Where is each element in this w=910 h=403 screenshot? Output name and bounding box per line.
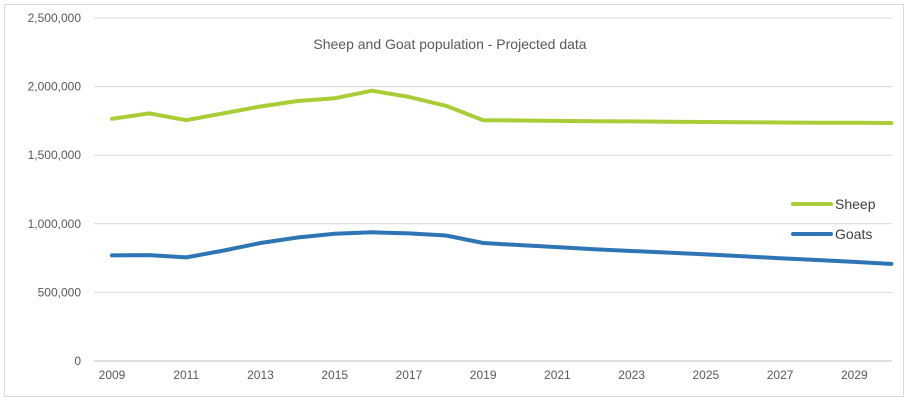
- x-tick-label: 2023: [618, 368, 645, 382]
- chart-title: Sheep and Goat population - Projected da…: [313, 36, 586, 52]
- y-tick-label: 1,000,000: [28, 217, 82, 231]
- x-tick-label: 2013: [247, 368, 274, 382]
- y-tick-label: 0: [74, 354, 81, 368]
- x-tick-label: 2019: [470, 368, 497, 382]
- x-tick-label: 2017: [396, 368, 423, 382]
- x-tick-label: 2021: [544, 368, 571, 382]
- gridlines: [94, 17, 892, 362]
- x-tick-label: 2029: [841, 368, 868, 382]
- y-tick-label: 1,500,000: [28, 148, 82, 162]
- x-axis-tick-labels: 2009 2011 2013 2015 2017 2019 2021 2023 2025 2027…: [99, 368, 868, 382]
- legend-label-goats: Goats: [835, 226, 872, 242]
- legend: Sheep Goats: [791, 196, 876, 242]
- x-tick-label: 2009: [99, 368, 126, 382]
- chart-frame: [4, 4, 904, 397]
- y-axis-tick-labels: 0 500,000 1,000,000 1,500,000 2,000,000 2,500…: [28, 11, 82, 368]
- x-tick-label: 2027: [767, 368, 794, 382]
- x-tick-label: 2011: [173, 368, 199, 382]
- y-tick-label: 2,500,000: [28, 11, 82, 25]
- x-tick-label: 2015: [321, 368, 348, 382]
- series-lines: [110, 88, 894, 266]
- x-tick-label: 2025: [693, 368, 720, 382]
- series-line-sheep: [110, 88, 894, 125]
- y-tick-label: 2,000,000: [28, 80, 82, 94]
- series-line-goats: [110, 230, 894, 266]
- y-tick-label: 500,000: [38, 285, 82, 299]
- legend-label-sheep: Sheep: [835, 196, 876, 212]
